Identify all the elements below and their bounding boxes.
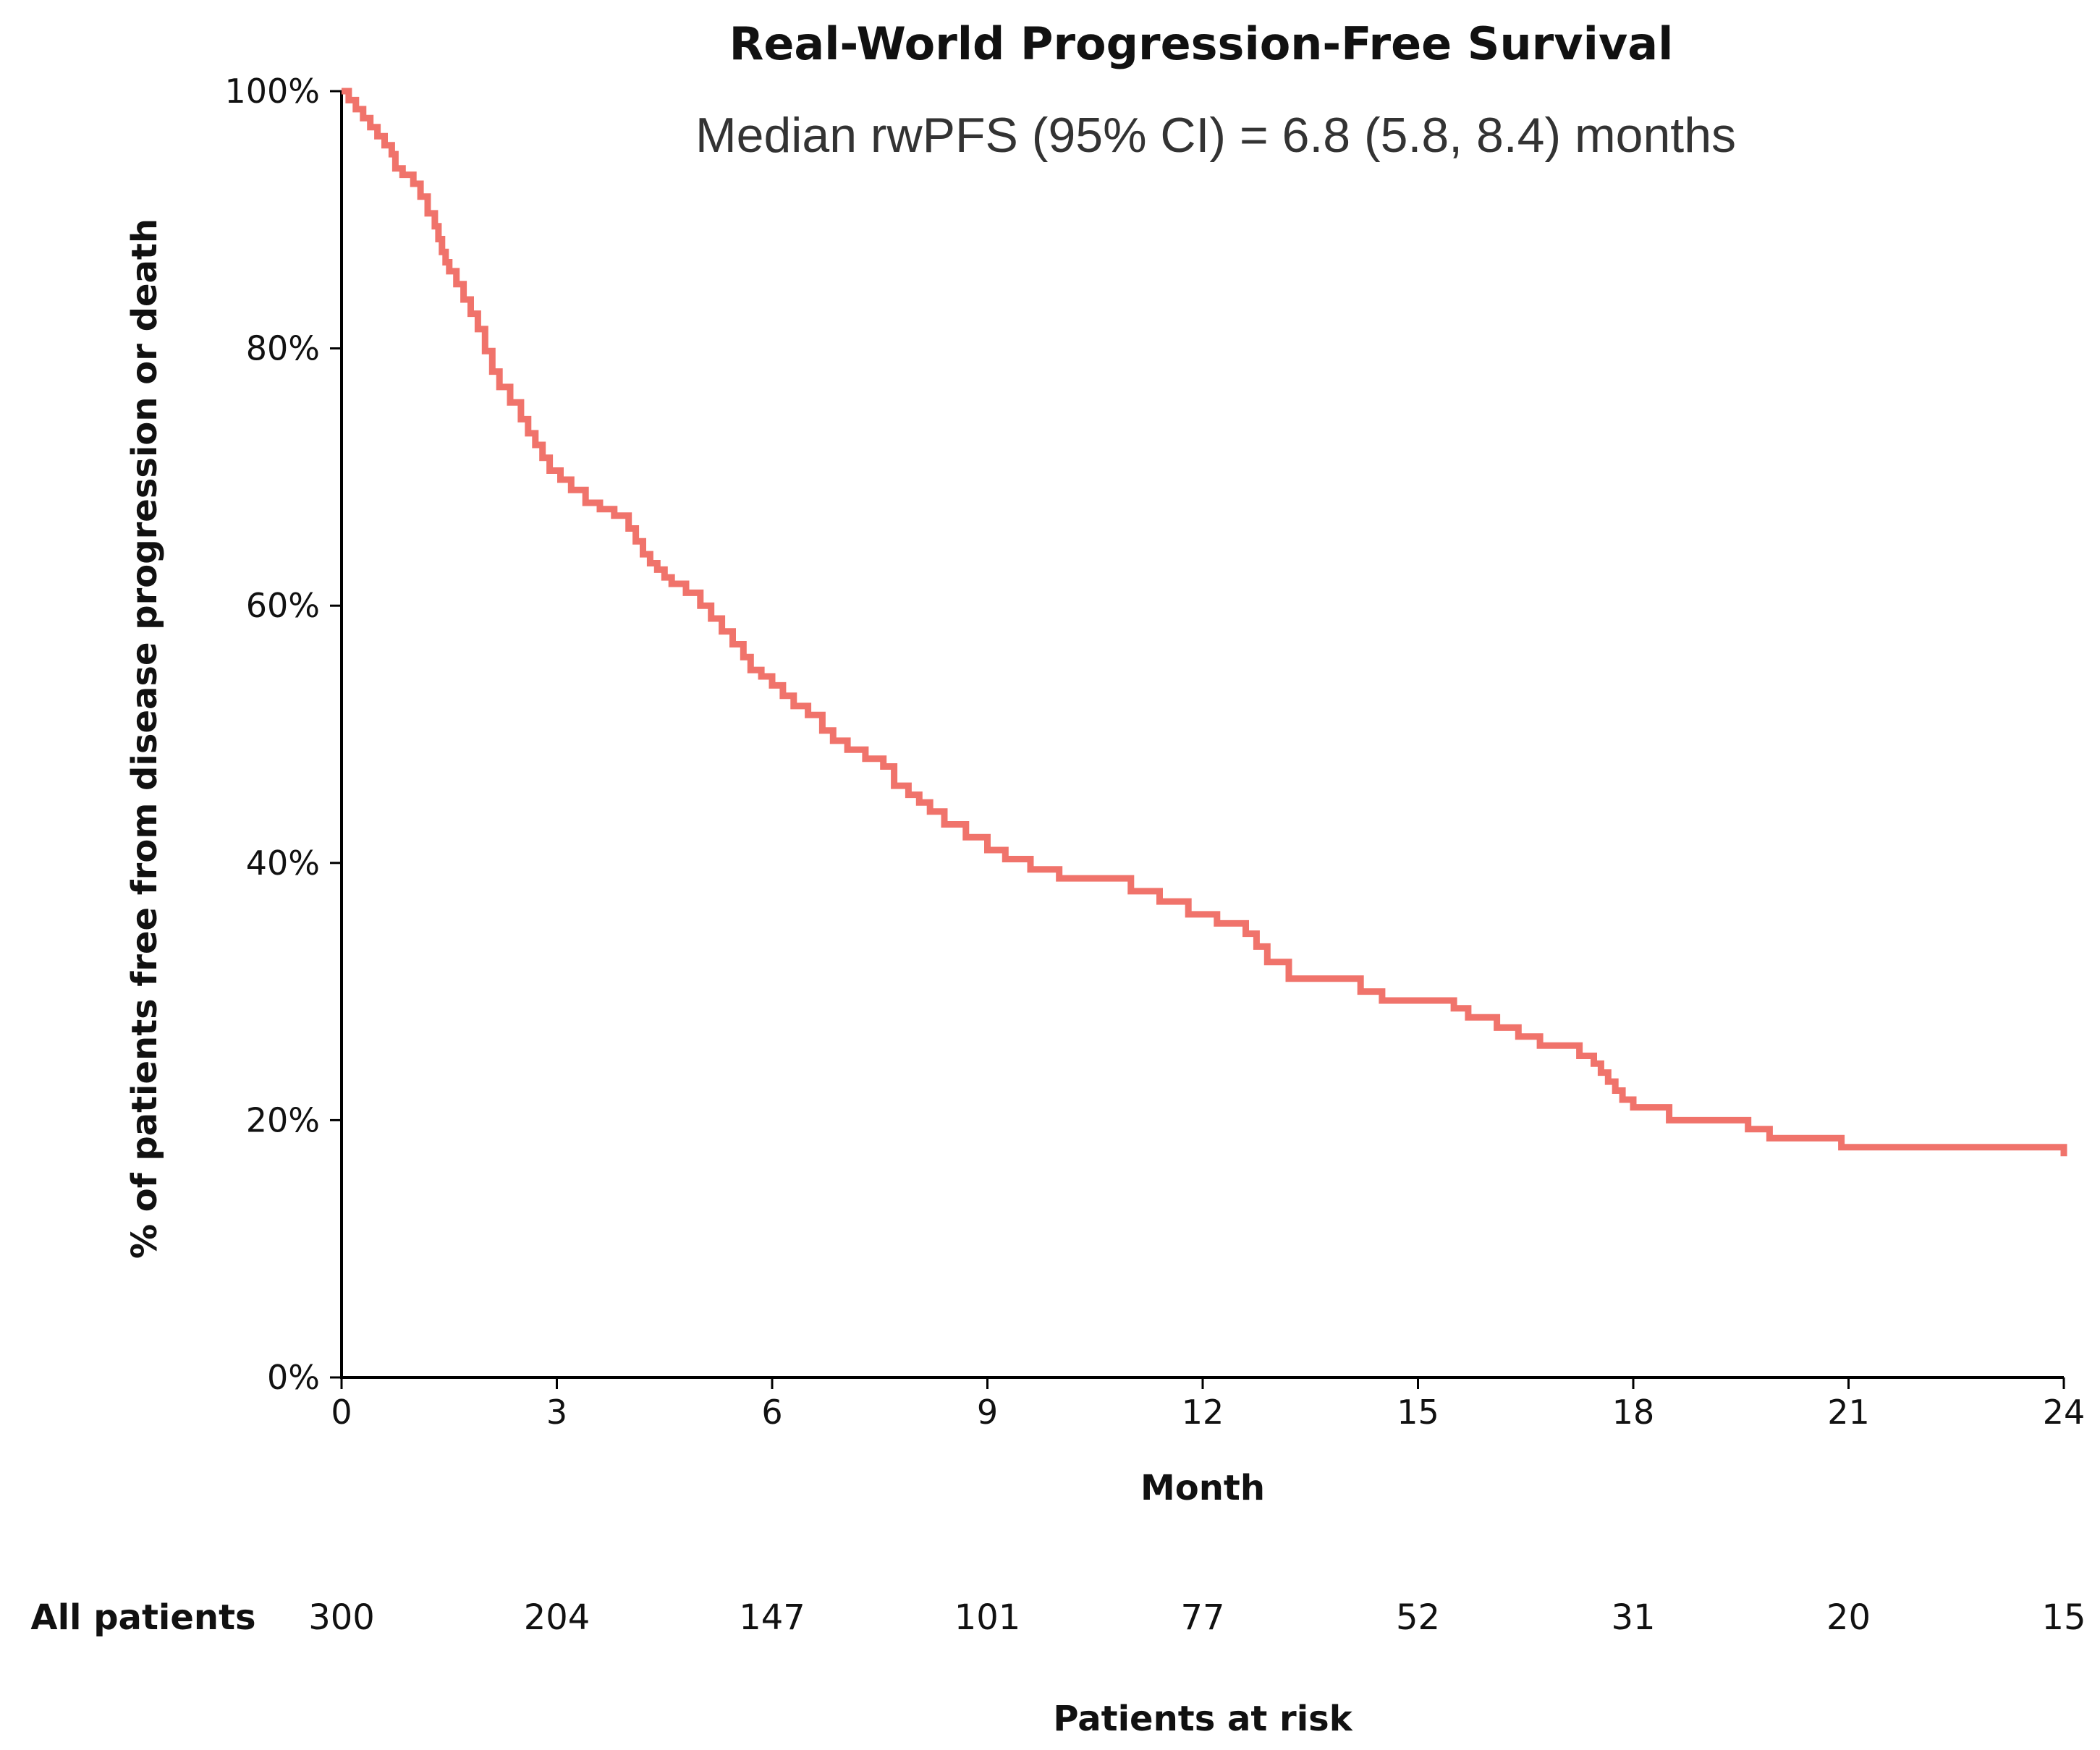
- chart-subtitle: Median rwPFS (95% CI) = 6.8 (5.8, 8.4) m…: [695, 108, 1736, 163]
- risk-counts: 300 204 147 101 77 52 31 20 15: [308, 1597, 2086, 1638]
- y-axis-ticks: 0% 20% 40% 60% 80% 100%: [224, 72, 342, 1397]
- x-tick-label: 6: [761, 1393, 782, 1432]
- chart-title: Real-World Progression-Free Survival: [729, 17, 1674, 70]
- x-axis-ticks: 0 3 6 9 12 15 18 21 24: [331, 1377, 2085, 1432]
- risk-count: 15: [2041, 1597, 2086, 1638]
- risk-count: 52: [1396, 1597, 1440, 1638]
- y-tick-label: 20%: [246, 1100, 320, 1139]
- risk-count: 77: [1180, 1597, 1224, 1638]
- risk-count: 20: [1826, 1597, 1871, 1638]
- risk-row-label: All patients: [30, 1597, 255, 1638]
- y-tick-label: 80%: [246, 329, 320, 368]
- y-tick-label: 60%: [246, 586, 320, 625]
- x-tick-label: 18: [1612, 1393, 1655, 1432]
- x-tick-label: 0: [331, 1393, 352, 1432]
- x-tick-label: 12: [1182, 1393, 1224, 1432]
- x-tick-label: 9: [977, 1393, 998, 1432]
- risk-count: 101: [954, 1597, 1021, 1638]
- risk-count: 204: [524, 1597, 590, 1638]
- x-tick-label: 24: [2043, 1393, 2086, 1432]
- risk-count: 300: [308, 1597, 375, 1638]
- y-axis-label: % of patients free from disease progress…: [124, 218, 165, 1259]
- y-tick-label: 0%: [267, 1358, 320, 1397]
- x-axis-label: Month: [1140, 1468, 1265, 1508]
- risk-count: 31: [1611, 1597, 1655, 1638]
- survival-curve-all-patients: [342, 88, 2067, 1157]
- y-tick-label: 100%: [224, 72, 320, 111]
- y-tick-label: 40%: [246, 844, 320, 883]
- x-tick-label: 15: [1397, 1393, 1439, 1432]
- risk-table: All patients 300 204 147 101 77 52 31 20 15 Pati…: [30, 1597, 2086, 1739]
- x-tick-label: 21: [1827, 1393, 1870, 1432]
- risk-count: 147: [739, 1597, 805, 1638]
- x-tick-label: 3: [546, 1393, 567, 1432]
- risk-table-title: Patients at risk: [1053, 1699, 1352, 1739]
